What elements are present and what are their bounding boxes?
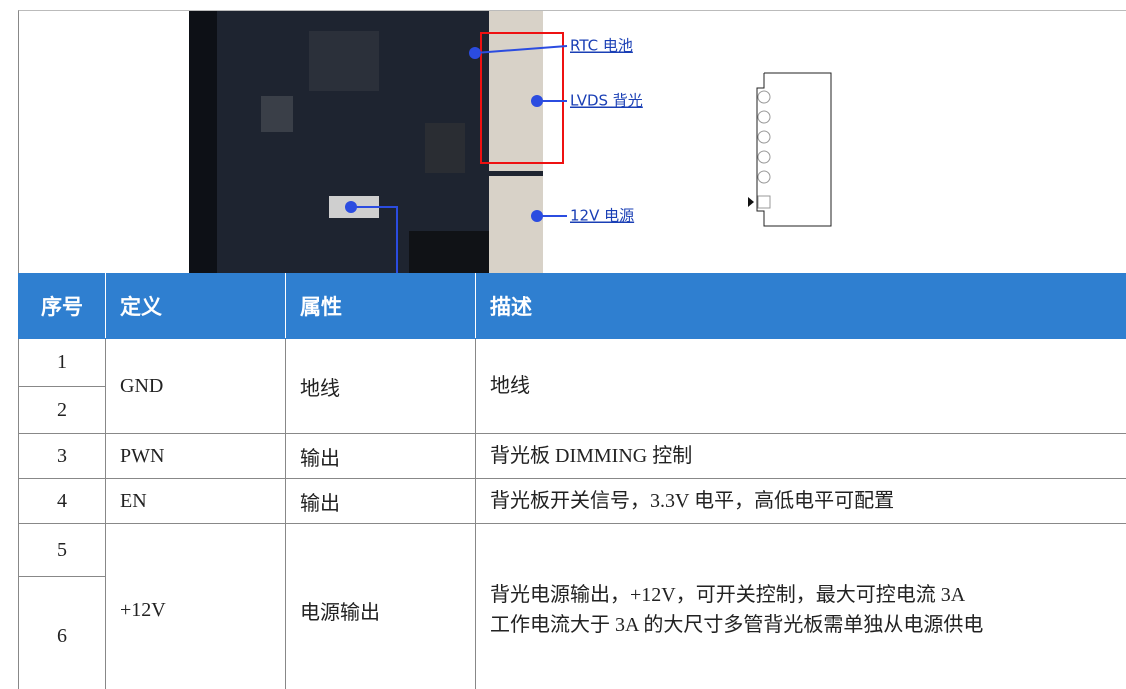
- cell: 4: [18, 478, 106, 524]
- cell: 背光板 DIMMING 控制: [475, 433, 1126, 479]
- cell: 地线: [285, 338, 476, 434]
- connector: [489, 11, 543, 171]
- cell: 电源输出: [285, 523, 476, 689]
- header-cell: 描述: [475, 273, 1126, 339]
- chip: [309, 31, 379, 91]
- cell: 输出: [285, 478, 476, 524]
- pointer-line: [351, 206, 398, 274]
- cell-text: 背光板 DIMMING 控制: [490, 445, 693, 467]
- cell-text: 地线: [490, 375, 530, 397]
- cell: GND: [105, 338, 286, 434]
- header-row: 序号 定义 属性 描述: [18, 273, 1126, 339]
- photo-label: RTC 电池: [570, 37, 633, 55]
- connector: [489, 176, 543, 274]
- cell: 5: [18, 523, 106, 577]
- inductor: [425, 123, 465, 173]
- header-cell: 定义: [105, 273, 286, 339]
- jack: [409, 231, 489, 274]
- board-edge: [189, 11, 217, 274]
- connector-pins: [757, 90, 771, 209]
- photo-label: 12V 电源: [570, 207, 634, 225]
- board-figure: RTC 电池 LVDS 背光 12V 电源: [189, 11, 832, 274]
- cell: 2: [18, 386, 106, 434]
- cell: EN: [105, 478, 286, 524]
- cell: PWN: [105, 433, 286, 479]
- cell: 1: [18, 338, 106, 387]
- cell: 3: [18, 433, 106, 479]
- cell-text: 背光电源输出，+12V，可开关控制，最大可控电流 3A: [490, 584, 966, 606]
- header-cell: 属性: [285, 273, 476, 339]
- image-row: RTC 电池 LVDS 背光 12V 电源: [18, 10, 1126, 274]
- connector-outline: [756, 72, 832, 227]
- cell: +12V: [105, 523, 286, 689]
- cell-text: 工作电流大于 3A 的大尺寸多管背光板需单独从电源供电: [490, 614, 984, 636]
- pin-table: 序号 定义 属性 描述 1 GND 地线 地线 2 3 PWN 输出 背光板 D…: [18, 273, 1126, 689]
- cell: 6: [18, 576, 106, 689]
- cell-text: 背光板开关信号，3.3V 电平，高低电平可配置: [490, 490, 895, 512]
- header-cell: 序号: [18, 273, 106, 339]
- highlight-box: [480, 32, 564, 164]
- pointer-line: [474, 45, 568, 54]
- photo-label: LVDS 背光: [570, 92, 643, 110]
- pin1-marker: [748, 197, 754, 207]
- cell: 输出: [285, 433, 476, 479]
- cell: 地线: [475, 338, 1126, 434]
- inductor: [261, 96, 293, 132]
- cell: 背光板开关信号，3.3V 电平，高低电平可配置: [475, 478, 1126, 524]
- cell: 背光电源输出，+12V，可开关控制，最大可控电流 3A 工作电流大于 3A 的大…: [475, 523, 1126, 689]
